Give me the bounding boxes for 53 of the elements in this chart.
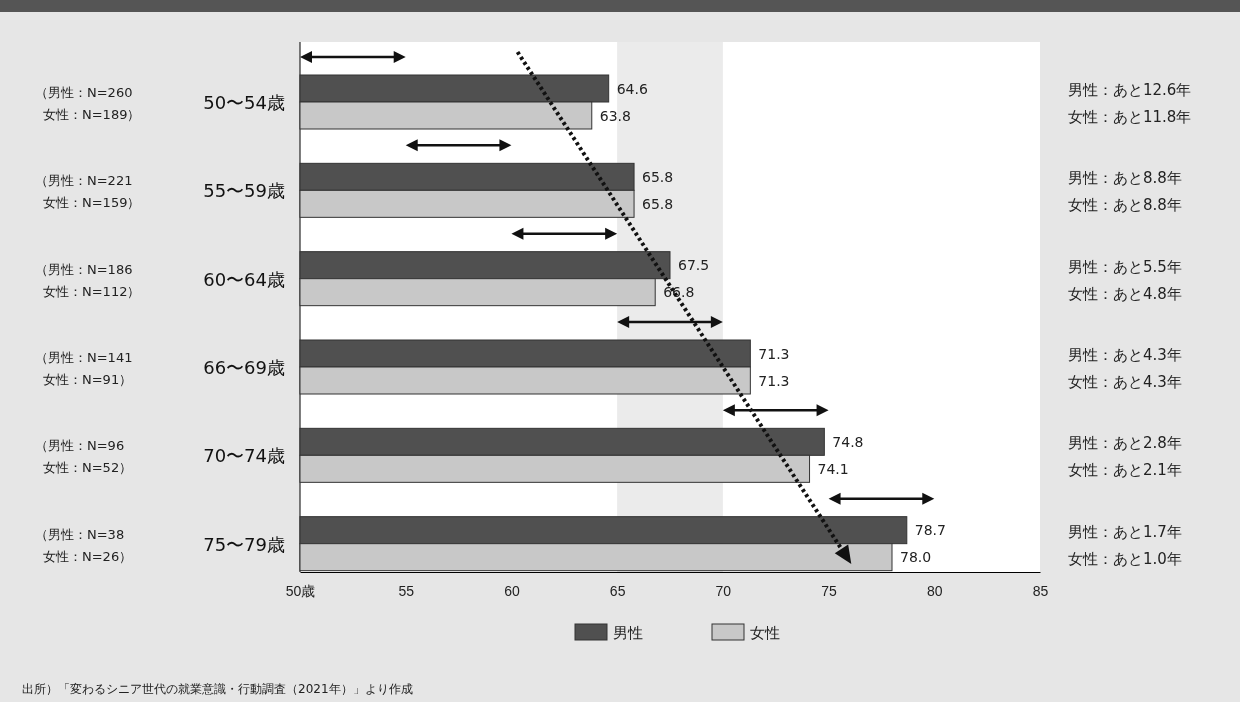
text: （男性：N=221 [35, 173, 133, 189]
data-label: 78.7 [914, 522, 946, 539]
text: 男性：あと4.3年 [1068, 346, 1182, 364]
text: 男性：あと1.7年 [1068, 522, 1182, 541]
text: 男性：あと8.8年 [1068, 169, 1182, 188]
text: 女性：あと4.3年 [1068, 373, 1182, 391]
y-tick-label: 50〜54歳 [203, 92, 285, 113]
text: 女性：あと1.0年 [1068, 549, 1182, 568]
data-label: 64.6 [616, 80, 648, 97]
text: 女性：N=26） [43, 548, 133, 564]
y-tick-label: 70〜74歳 [203, 445, 285, 467]
data-label: 71.3 [758, 345, 790, 362]
text: 女性：あと11.8年 [1068, 108, 1192, 126]
y-tick-label: 55〜59歳 [203, 180, 285, 202]
text: 女性：あと8.8年 [1068, 196, 1182, 215]
data-label: 78.0 [900, 549, 932, 566]
x-tick-label: 70 [715, 582, 732, 599]
x-tick-label: 80 [927, 582, 943, 599]
x-tick-label: 75 [821, 582, 838, 599]
y-tick-label: 75〜79歳 [203, 533, 285, 555]
data-label: 74.1 [817, 460, 849, 477]
x-tick-label: 55 [398, 582, 415, 599]
text: （男性：N=141 [35, 350, 133, 365]
text: 男性：あと5.5年 [1068, 257, 1182, 276]
text: 女性：あと2.1年 [1068, 461, 1182, 480]
data-label: 74.8 [832, 433, 864, 450]
text: （男性：N=186 [35, 261, 133, 277]
x-tick-label: 50歳 [285, 582, 316, 599]
text: 女性：N=159） [43, 195, 141, 211]
data-label: 63.8 [599, 107, 631, 124]
y-tick-label: 60〜64歳 [203, 268, 285, 290]
text: 女性：N=189） [43, 107, 141, 122]
data-label: 65.8 [642, 195, 674, 212]
legend-label: 男性 [613, 624, 643, 642]
text: 女性：N=91） [43, 372, 133, 387]
data-label: 66.8 [663, 284, 695, 301]
text: （男性：N=38 [35, 526, 125, 542]
legend-label: 女性 [750, 624, 780, 642]
text: 女性：N=52） [43, 460, 133, 476]
text: 男性：あと2.8年 [1068, 434, 1182, 453]
text: 男性：あと12.6年 [1068, 81, 1192, 99]
x-tick-label: 85 [1032, 582, 1049, 599]
y-tick-label: 66〜69歳 [203, 357, 285, 378]
x-tick-label: 60 [504, 582, 520, 599]
text: 女性：あと4.8年 [1068, 284, 1182, 303]
text: （男性：N=260 [35, 85, 133, 100]
data-label: 67.5 [678, 257, 710, 274]
x-tick-label: 65 [609, 582, 626, 599]
data-label: 71.3 [758, 372, 790, 389]
data-label: 65.8 [642, 168, 674, 185]
text: 出所）「変わるシニア世代の就業意識・行動調査（2021年）」より作成 [22, 682, 413, 696]
text: 女性：N=112） [43, 283, 141, 299]
text: （男性：N=96 [35, 438, 125, 454]
